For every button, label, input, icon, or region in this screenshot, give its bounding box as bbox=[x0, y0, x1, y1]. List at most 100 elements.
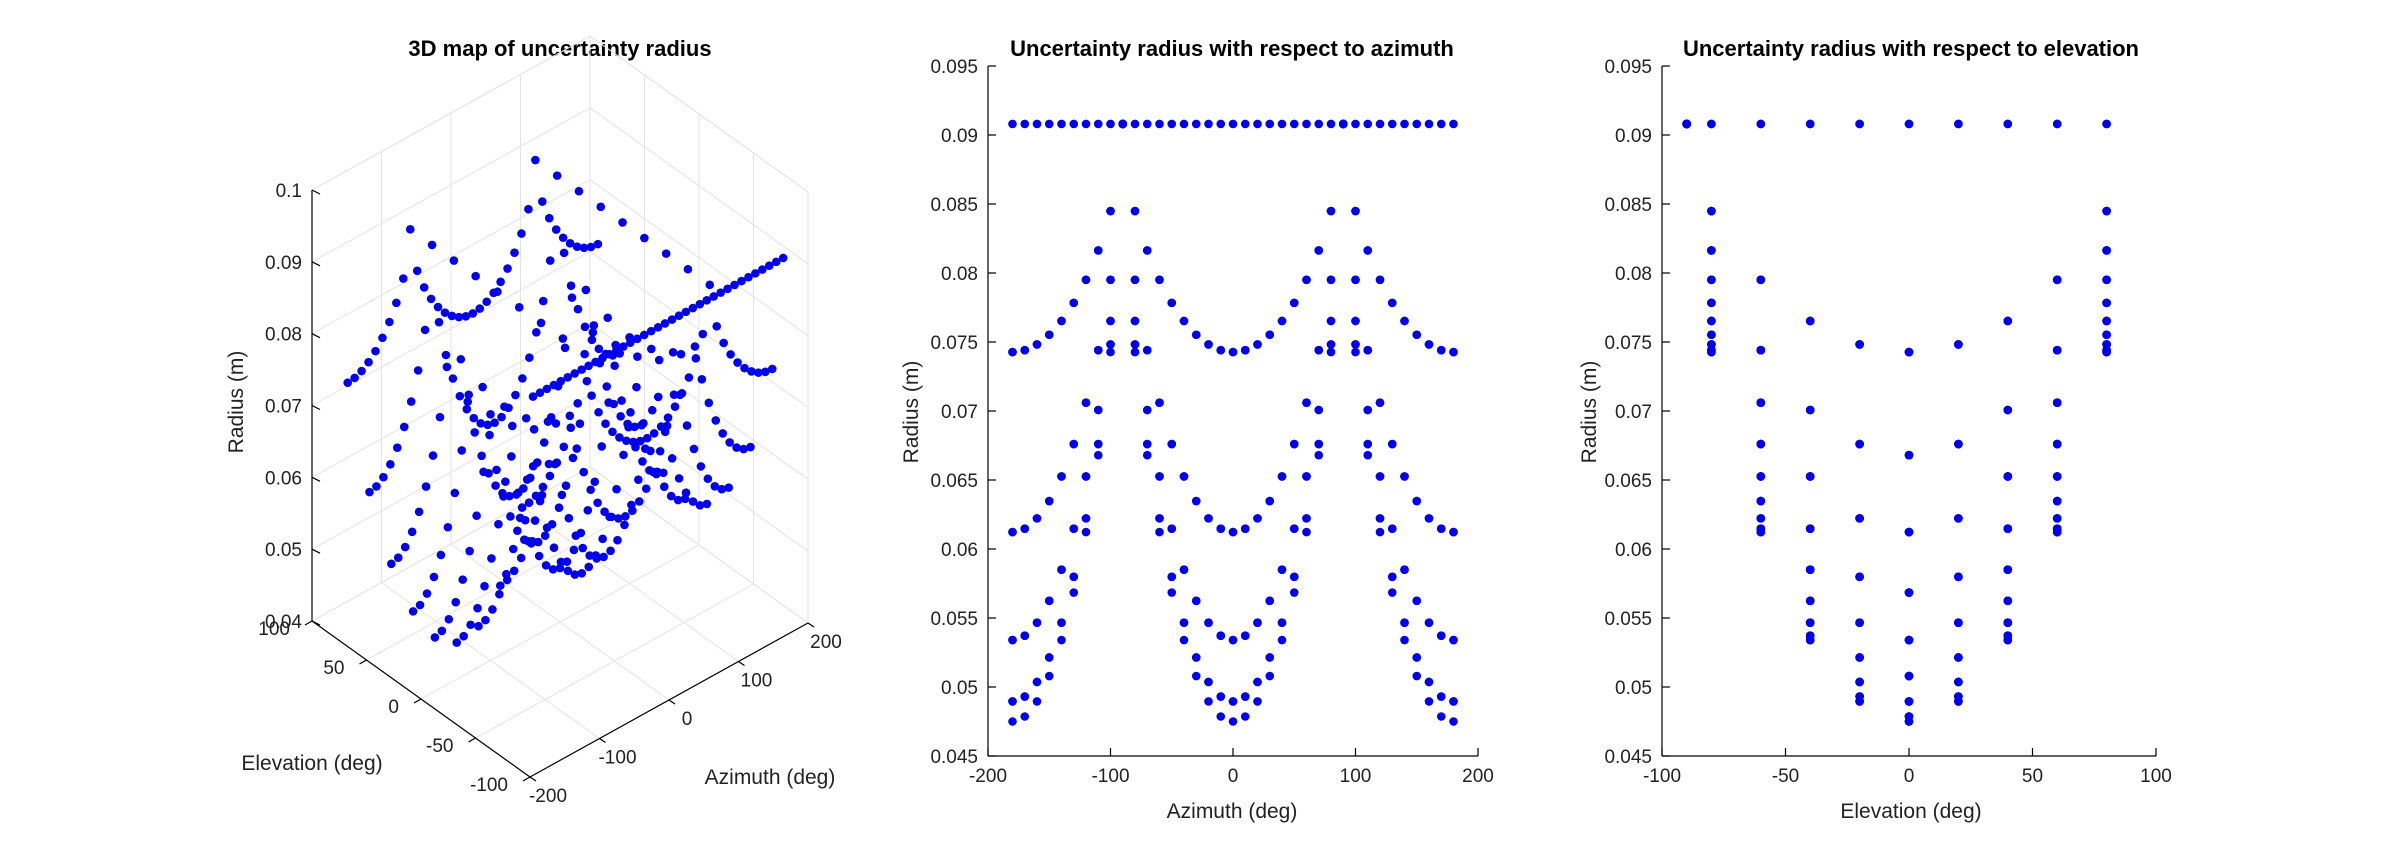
chart-3d-point bbox=[751, 269, 760, 278]
chart-elevation-x-tick-label: 0 bbox=[1904, 766, 1915, 787]
chart-3d-point bbox=[674, 311, 684, 321]
chart-3d-point bbox=[668, 348, 678, 357]
chart-3d-point bbox=[705, 280, 715, 290]
chart-3d-point bbox=[476, 418, 486, 428]
chart-azimuth-ticks: -200 -100 0 100 200 0.045 0.05 0.055 0.06 0.065 0.… bbox=[930, 57, 1493, 787]
chart-3d-point bbox=[697, 374, 707, 384]
chart-3d-point bbox=[567, 293, 577, 302]
chart-3d-point bbox=[502, 569, 511, 579]
chart-3d-point bbox=[655, 446, 665, 456]
chart-azimuth-point bbox=[1326, 340, 1336, 349]
chart-azimuth-point bbox=[1032, 514, 1042, 523]
chart-3d-point bbox=[558, 334, 568, 343]
chart-3d-point bbox=[357, 366, 366, 376]
chart-azimuth-point bbox=[1069, 572, 1079, 582]
chart-3d-point bbox=[513, 526, 522, 536]
chart-3d-point bbox=[450, 488, 460, 498]
chart-3d-point bbox=[635, 497, 644, 506]
chart-elevation-point bbox=[1707, 119, 1716, 129]
chart-azimuth-point bbox=[1436, 692, 1446, 701]
chart-azimuth-point bbox=[1179, 316, 1189, 326]
chart-3d-point bbox=[612, 484, 621, 494]
chart-3d-point bbox=[372, 482, 381, 491]
chart-3d-backwall-grid-line bbox=[311, 394, 591, 550]
chart-azimuth-point bbox=[1020, 712, 1030, 721]
chart-azimuth-y-tick-label: 0.065 bbox=[930, 471, 978, 492]
chart-3d-point bbox=[611, 340, 620, 350]
chart-3d-point bbox=[716, 288, 725, 297]
chart-elevation-point bbox=[1707, 246, 1716, 255]
chart-azimuth-point bbox=[1167, 524, 1177, 533]
chart-3d-point bbox=[608, 427, 617, 437]
chart-3d-point bbox=[637, 420, 646, 430]
chart-azimuth-point bbox=[1130, 206, 1140, 216]
chart-azimuth-point bbox=[1069, 298, 1079, 308]
chart-azimuth-point bbox=[1204, 119, 1213, 129]
chart-3d-point bbox=[654, 355, 664, 365]
chart-3d-point bbox=[667, 315, 677, 324]
chart-azimuth-point bbox=[1179, 565, 1189, 574]
chart-elevation-point bbox=[2102, 206, 2111, 216]
chart-azimuth-point bbox=[1155, 472, 1164, 481]
chart-azimuth-point bbox=[1044, 671, 1054, 681]
chart-3d-point bbox=[540, 531, 550, 540]
chart-azimuth-point bbox=[1106, 340, 1115, 349]
chart-azimuth-point bbox=[1302, 275, 1311, 285]
chart-3d-point bbox=[435, 412, 445, 422]
chart-3d-point bbox=[426, 294, 436, 304]
chart-3d-point bbox=[508, 421, 517, 431]
chart-elevation-point bbox=[1954, 572, 1963, 582]
chart-3d-point bbox=[577, 365, 586, 374]
chart-azimuth-point bbox=[1044, 653, 1054, 662]
chart-3d-y-tickmark bbox=[359, 659, 367, 665]
chart-azimuth-point bbox=[1253, 514, 1262, 523]
chart-3d-point bbox=[632, 334, 642, 344]
chart-azimuth-point bbox=[1081, 398, 1091, 408]
chart-azimuth-point bbox=[1093, 405, 1103, 415]
chart-elevation-point bbox=[1756, 345, 1766, 355]
chart-azimuth-point bbox=[1228, 347, 1238, 357]
chart-azimuth-point bbox=[1155, 527, 1164, 537]
chart-3d-point bbox=[414, 507, 424, 517]
chart-azimuth-point bbox=[1142, 246, 1152, 255]
chart-azimuth-x-tick-label: 200 bbox=[1462, 766, 1494, 787]
chart-azimuth-point bbox=[1412, 596, 1422, 606]
chart-azimuth-point bbox=[1387, 572, 1397, 582]
chart-azimuth-point bbox=[1387, 588, 1397, 597]
chart-elevation-point bbox=[1904, 697, 1914, 706]
chart-azimuth-axes bbox=[987, 65, 1479, 757]
chart-3d-point bbox=[520, 515, 530, 525]
chart-azimuth-point bbox=[1216, 345, 1226, 355]
chart-3d-box-edge bbox=[589, 35, 809, 193]
chart-3d-point bbox=[524, 204, 533, 214]
chart-3d-point bbox=[638, 457, 647, 466]
chart-elevation-point bbox=[1954, 439, 1963, 449]
chart-elevation-point bbox=[2003, 635, 2013, 645]
chart-3d-point bbox=[576, 528, 586, 538]
chart-azimuth-point bbox=[1216, 712, 1226, 721]
chart-3d-point bbox=[529, 425, 539, 434]
chart-3d-point bbox=[563, 373, 573, 382]
chart-azimuth-point bbox=[1020, 345, 1030, 355]
chart-azimuth-point bbox=[1240, 712, 1250, 721]
chart-3d-sidewall-grid-line bbox=[589, 107, 809, 265]
chart-azimuth-point bbox=[1142, 405, 1152, 415]
chart-3d-x-tickmark bbox=[738, 661, 745, 666]
chart-azimuth-point bbox=[1375, 527, 1385, 537]
chart-azimuth-point bbox=[1424, 119, 1434, 129]
chart-3d-x-tickmark bbox=[599, 738, 606, 743]
chart-3d-point bbox=[508, 544, 518, 554]
chart-3d-point bbox=[350, 373, 359, 383]
chart-azimuth-point bbox=[1265, 653, 1275, 662]
chart-3d-axes bbox=[304, 189, 815, 782]
chart-3d-point bbox=[437, 626, 447, 636]
chart-3d-point bbox=[587, 391, 596, 400]
chart-3d-point bbox=[408, 607, 418, 616]
chart-azimuth-point bbox=[1400, 316, 1409, 326]
chart-azimuth-point bbox=[1289, 572, 1299, 582]
chart-3d-point bbox=[598, 534, 607, 544]
chart-azimuth-point bbox=[1449, 635, 1458, 645]
chart-3d-point bbox=[732, 443, 741, 452]
chart-elevation-point bbox=[2052, 439, 2062, 449]
chart-3d-point bbox=[534, 551, 544, 561]
